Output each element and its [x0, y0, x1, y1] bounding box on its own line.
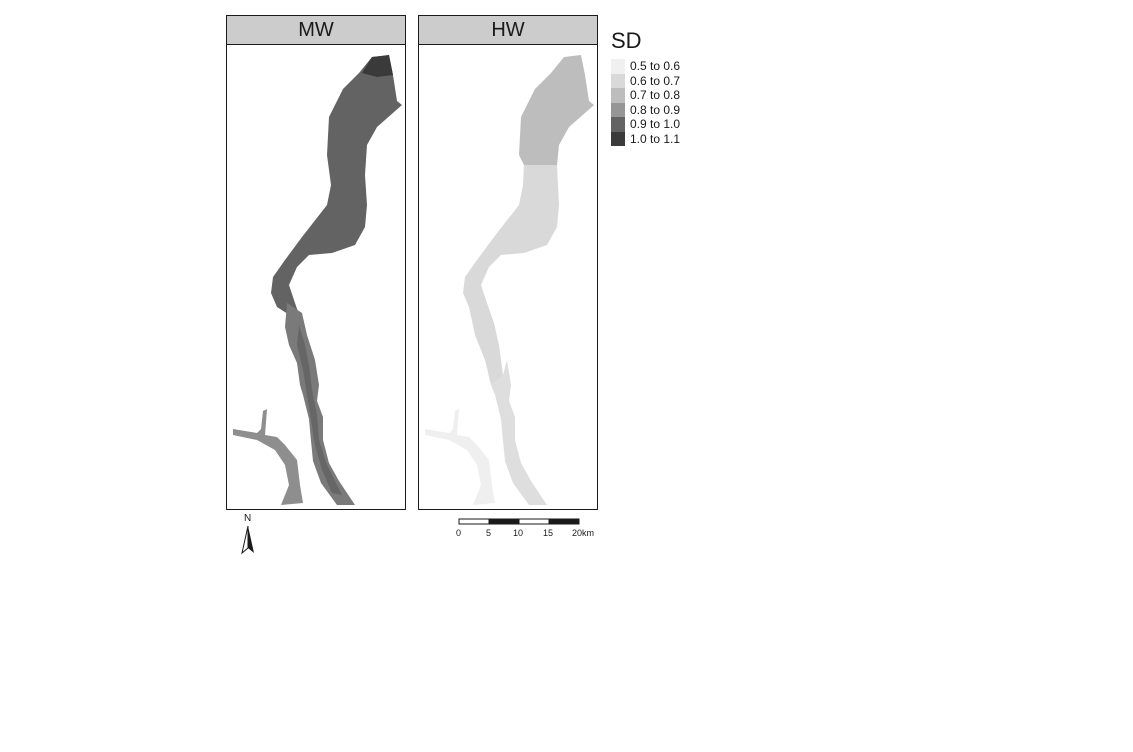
legend-item: 0.6 to 0.7 [611, 73, 681, 88]
legend-label: 0.7 to 0.8 [630, 88, 681, 103]
river-tributary-hw [425, 409, 495, 505]
river-upper-hw [519, 55, 594, 165]
north-arrow: N [240, 514, 256, 556]
scale-tick-5: 5 [486, 528, 492, 538]
legend-item: 0.9 to 1.0 [611, 117, 680, 132]
scale-bar-segments [458, 518, 580, 525]
legend-swatch [611, 59, 625, 74]
river-lower-core-mw [297, 325, 342, 495]
scale-tick-0: 0 [456, 528, 462, 538]
scale-tick-15: 15 [543, 528, 554, 538]
river-top-cap-mw [362, 55, 393, 77]
legend: SD 0.5 to 0.6 0.6 to 0.7 0.7 to 0.8 0.8 to … [611, 28, 680, 146]
river-map-mw [233, 55, 402, 505]
legend-label: 0.8 to 0.9 [630, 102, 681, 117]
river-map-hw [425, 55, 594, 505]
river-upper-mw [271, 55, 402, 323]
map-panel-mw: MW [226, 15, 406, 510]
map-panel-hw: HW [418, 15, 598, 510]
map-area-hw [419, 45, 597, 509]
panel-title-hw: HW [491, 18, 525, 41]
legend-label: 1.0 to 1.1 [630, 131, 681, 146]
legend-items: 0.5 to 0.6 0.6 to 0.7 0.7 to 0.8 0.8 to 0.9… [611, 59, 680, 146]
legend-item: 0.8 to 0.9 [611, 102, 681, 117]
legend-label: 0.9 to 1.0 [630, 117, 681, 132]
map-area-mw [227, 45, 405, 509]
legend-item: 0.5 to 0.6 [611, 59, 680, 74]
legend-item: 1.0 to 1.1 [611, 131, 681, 146]
legend-swatch [611, 102, 625, 117]
legend-label: 0.6 to 0.7 [630, 73, 681, 88]
scale-bar: 0 5 10 15 20km [452, 518, 602, 542]
river-mid-hw [463, 165, 559, 390]
panel-strip-mw: MW [227, 16, 405, 45]
panel-title-mw: MW [298, 18, 334, 41]
scale-tick-20km: 20km [572, 528, 595, 538]
legend-label: 0.5 to 0.6 [630, 59, 681, 74]
legend-title: SD [611, 28, 642, 53]
legend-swatch [611, 131, 625, 146]
legend-swatch [611, 88, 625, 103]
legend-item: 0.7 to 0.8 [611, 88, 680, 103]
river-lower-hw [491, 360, 547, 505]
north-arrow-label: N [244, 513, 252, 524]
legend-swatch [611, 73, 625, 88]
legend-swatch [611, 117, 625, 132]
panel-strip-hw: HW [419, 16, 597, 45]
river-tributary-mw [233, 409, 303, 505]
scale-tick-10: 10 [513, 528, 524, 538]
north-arrow-icon [241, 525, 254, 555]
